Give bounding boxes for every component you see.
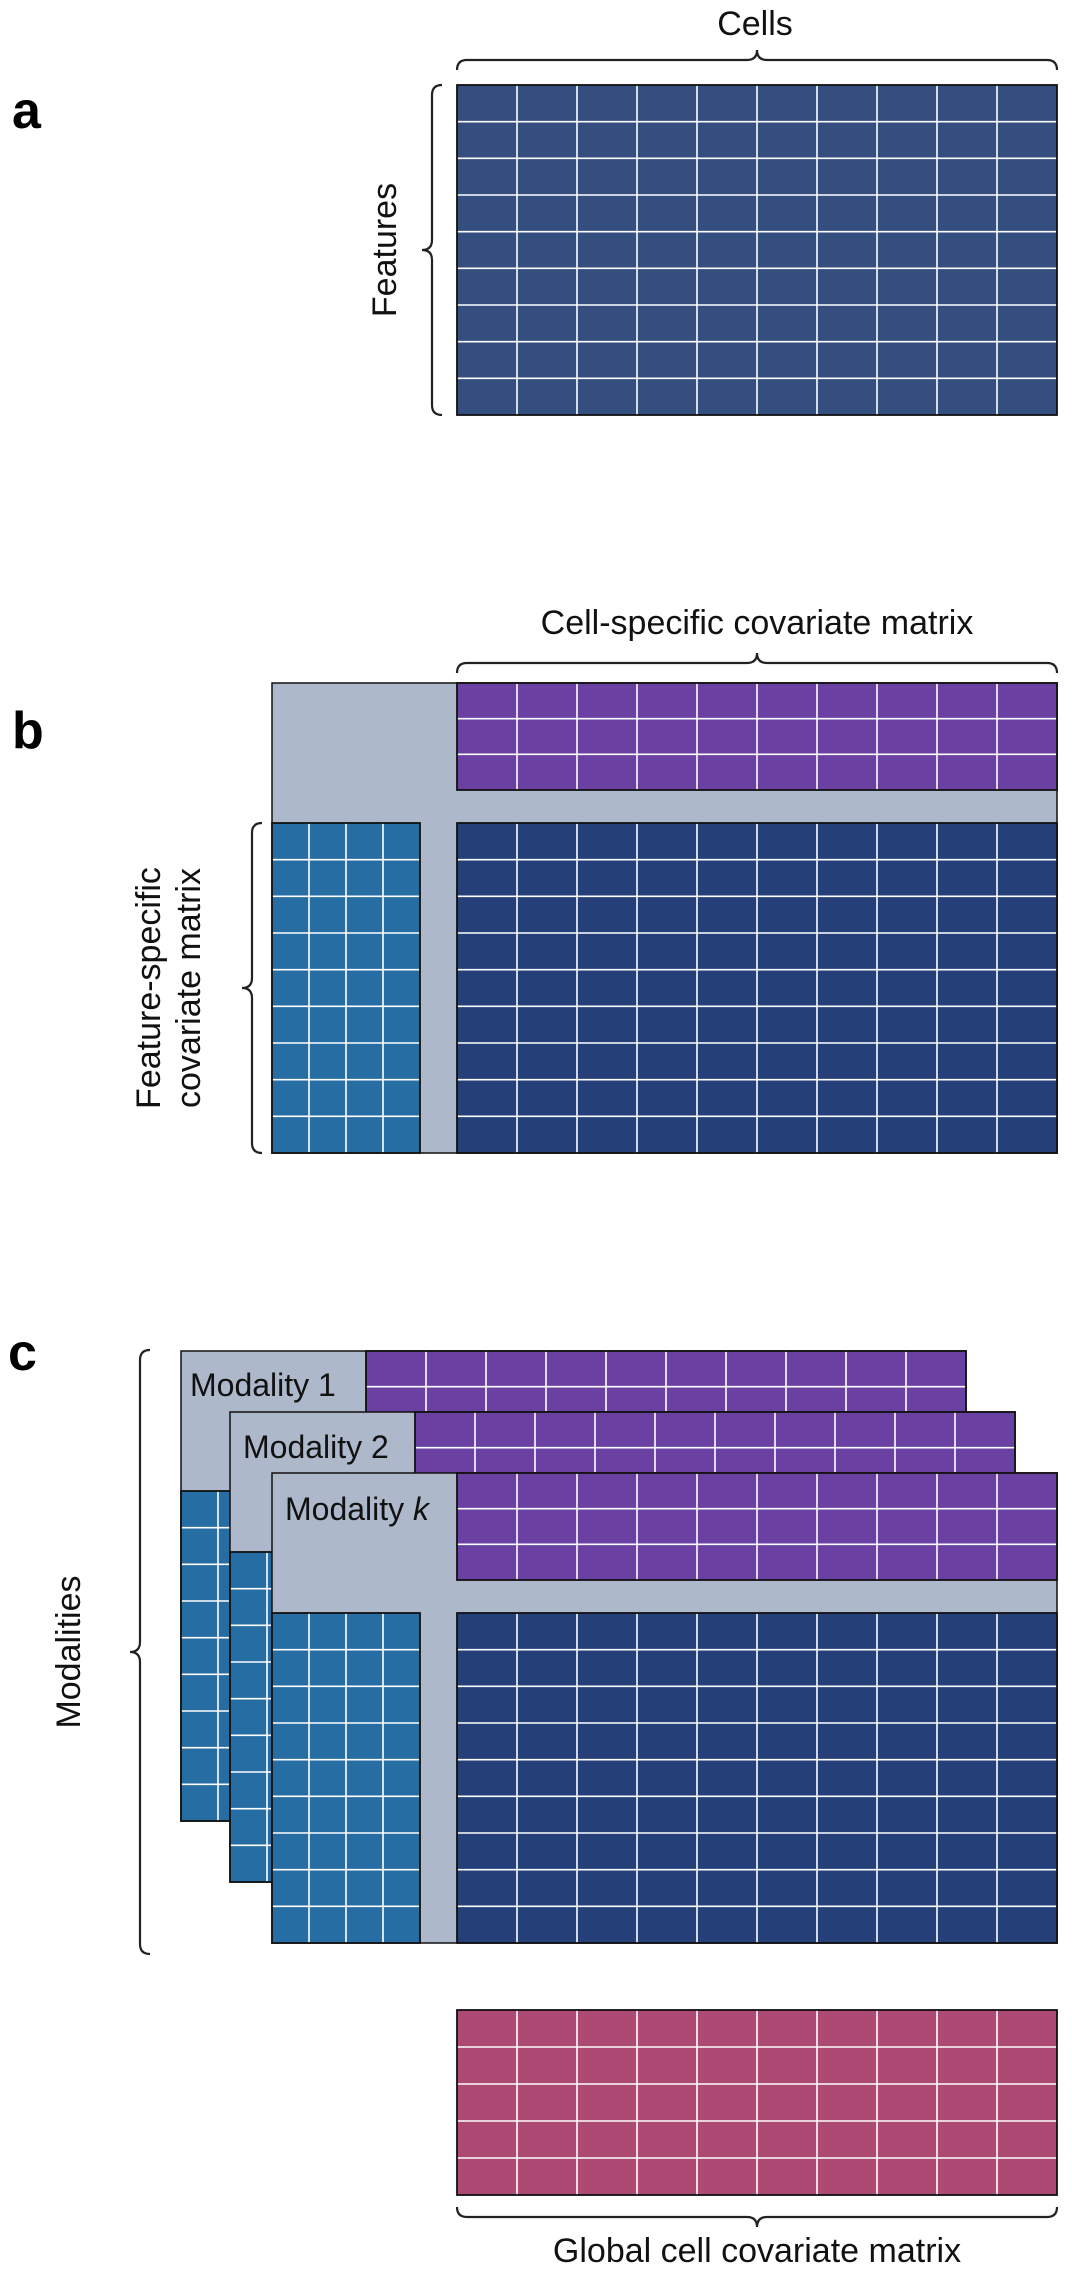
cell-covariate-label: Cell-specific covariate matrix: [541, 604, 974, 642]
data-matrix-modality-k: [456, 1612, 1058, 1944]
feature-covariate-matrix-b-outline: [271, 822, 421, 1154]
modality-k-label-prefix: Modality: [285, 1491, 413, 1527]
panel-c-letter: c: [8, 1324, 37, 1382]
global-cell-covariate-matrix-outline: [456, 2009, 1058, 2196]
feature-covariate-label-line2: covariate matrix: [170, 868, 208, 1108]
features-brace: [421, 83, 443, 417]
cells-brace: [455, 49, 1059, 71]
data-matrix-a-outline: [456, 84, 1058, 416]
panel-b: b Cell-specific covariate matrix Feature…: [12, 604, 1059, 1155]
feature-covariate-matrix-modality-k-outline: [271, 1612, 421, 1944]
feature-covariate-label-line1: Feature-specific: [130, 867, 168, 1109]
data-matrix-b-gridlines: [457, 823, 1057, 1153]
data-matrix-b: [456, 822, 1058, 1154]
global-cell-covariate-matrix: [456, 2009, 1058, 2196]
cell-covariate-matrix-b-gridlines: [457, 683, 1057, 790]
panel-a-letter: a: [12, 82, 42, 140]
data-matrix-b-outline: [456, 822, 1058, 1154]
data-matrix-a-gridlines: [457, 85, 1057, 415]
modality-k-label: Modality k: [285, 1491, 431, 1527]
data-matrix-modality-k-gridlines: [457, 1613, 1057, 1943]
panel-c: c Modalities Modality 1 Modality 2 Modal…: [8, 1324, 1059, 2270]
data-matrix-a: [456, 84, 1058, 416]
modalities-brace: [129, 1348, 151, 1956]
modality-k-symbol: k: [413, 1491, 431, 1527]
modality-k-stack: Modality k: [271, 1472, 1058, 1944]
modalities-label: Modalities: [50, 1575, 88, 1728]
cell-covariate-matrix-b: [456, 682, 1058, 791]
feature-covariate-matrix-modality-k-gridlines: [272, 1613, 420, 1943]
cell-covariate-matrix-modality-k: [456, 1472, 1058, 1581]
global-covariate-label: Global cell covariate matrix: [553, 2232, 961, 2270]
modality-1-label: Modality 1: [190, 1367, 336, 1403]
modality-2-label: Modality 2: [243, 1429, 389, 1465]
feature-covariate-matrix-b: [271, 822, 421, 1154]
global-cell-covariate-matrix-gridlines: [457, 2010, 1057, 2195]
data-matrix-modality-k-outline: [456, 1612, 1058, 1944]
feature-covariate-brace: [241, 821, 263, 1155]
feature-covariate-matrix-b-gridlines: [272, 823, 420, 1153]
cells-label: Cells: [717, 5, 793, 43]
global-covariate-brace: [455, 2206, 1059, 2228]
panel-b-letter: b: [12, 702, 44, 760]
cell-covariate-matrix-modality-k-gridlines: [457, 1473, 1057, 1580]
cell-covariate-brace: [455, 652, 1059, 674]
feature-covariate-matrix-modality-k: [271, 1612, 421, 1944]
cell-covariate-matrix-b-outline: [456, 682, 1058, 791]
features-label: Features: [366, 183, 404, 317]
cell-covariate-matrix-modality-k-outline: [456, 1472, 1058, 1581]
panel-a: a Cells Features: [12, 5, 1059, 417]
